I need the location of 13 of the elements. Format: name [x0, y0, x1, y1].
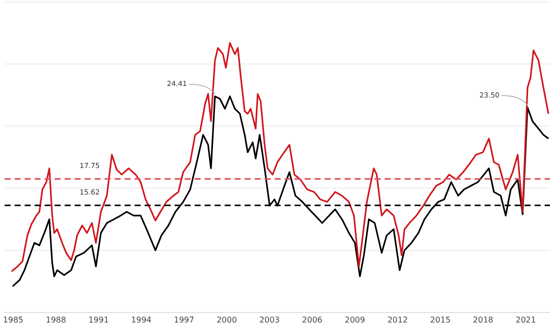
x-tick-label: 2009	[344, 315, 366, 324]
x-tick-label: 1985	[3, 315, 24, 324]
x-tick-label: 2003	[259, 315, 280, 324]
x-tick-label: 1988	[46, 315, 66, 324]
x-tick-label: 1997	[174, 315, 194, 324]
x-tick-label: 2021	[516, 315, 536, 324]
x-tick-label: 1994	[131, 315, 152, 324]
x-tick-label: 2015	[430, 315, 451, 324]
x-tick-label: 1991	[88, 315, 109, 324]
x-tick-label: 2018	[472, 315, 494, 324]
x-tick-label: 2006	[302, 315, 322, 324]
x-tick-label: 2012	[387, 315, 408, 324]
x-tick-label: 2000	[216, 315, 237, 324]
